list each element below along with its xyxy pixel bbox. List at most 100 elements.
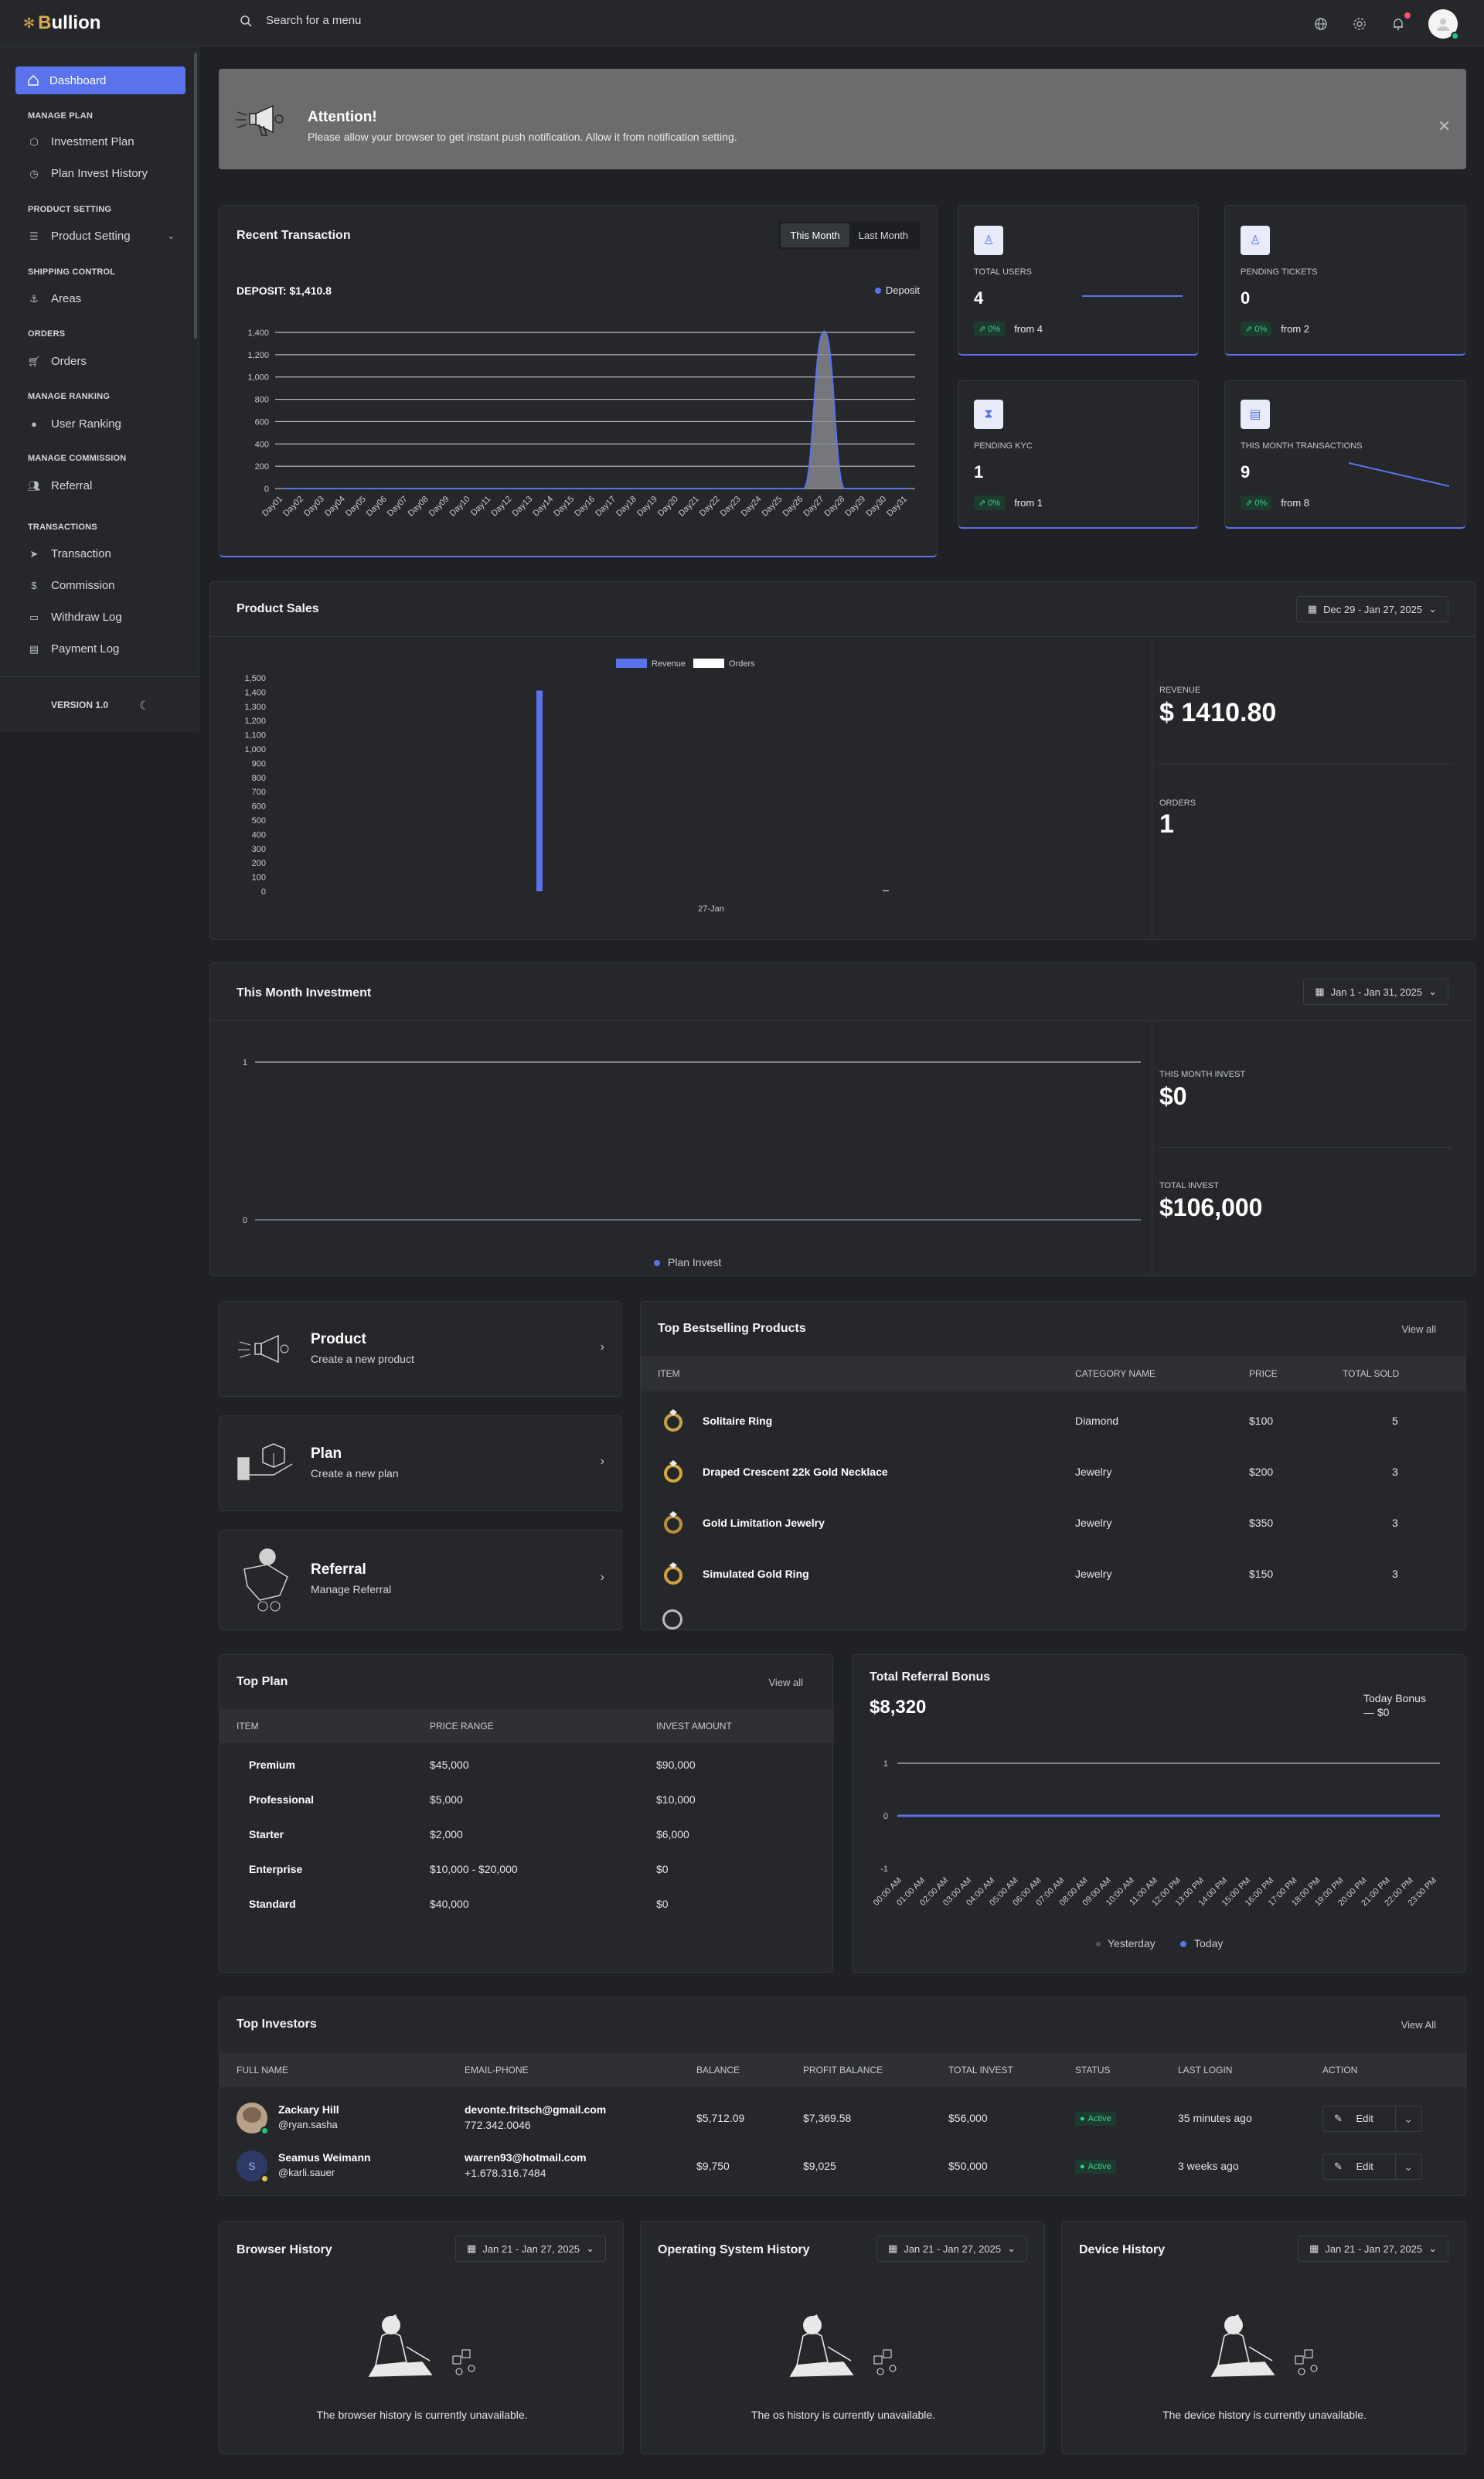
edit-button[interactable]: ✎ Edit ⌄ <box>1322 2154 1422 2180</box>
investment-card: This Month Investment ▦ Jan 1 - Jan 31, 2… <box>209 962 1476 1277</box>
network-icon <box>243 1548 288 1612</box>
history-date-picker[interactable]: ▦ Jan 21 - Jan 27, 2025 ⌄ <box>1298 2236 1448 2262</box>
status-badge: ● Active <box>1075 2112 1116 2126</box>
investor-phone: 772.342.0046 <box>465 2119 531 2131</box>
history-date-picker[interactable]: ▦ Jan 21 - Jan 27, 2025 ⌄ <box>455 2236 606 2262</box>
y-tick-label: 1,000 <box>247 373 269 383</box>
legend-label: Plan Invest <box>668 1256 721 1268</box>
sidebar-item-referral[interactable]: 👥︎ Referral <box>27 479 93 492</box>
chevron-down-icon[interactable]: ⌄ <box>1394 2154 1421 2179</box>
view-all-link[interactable]: View all <box>768 1677 803 1688</box>
chevron-down-icon[interactable]: ⌄ <box>1394 2106 1421 2131</box>
referral-bonus-card: Total Referral Bonus $8,320 Today Bonus … <box>852 1654 1466 1973</box>
quick-link-referral[interactable]: Referral Manage Referral › <box>219 1530 622 1630</box>
gear-icon[interactable] <box>1351 15 1368 32</box>
y-tick-label: 100 <box>252 873 266 883</box>
section-manage-ranking: MANAGE RANKING <box>28 392 111 401</box>
section-transactions: TRANSACTIONS <box>28 523 97 532</box>
sidebar-item-areas[interactable]: ⚓ Areas <box>28 292 175 305</box>
bar-revenue <box>536 690 543 891</box>
table-header <box>220 1709 834 1743</box>
y-tick-label: 0 <box>261 887 266 897</box>
empty-state-illustration <box>368 2314 475 2377</box>
referral-total: $8,320 <box>870 1697 927 1718</box>
sidebar-item-product-setting[interactable]: ☰ Product Setting ⌄ <box>28 230 175 243</box>
investment-date-picker[interactable]: ▦ Jan 1 - Jan 31, 2025 ⌄ <box>1303 979 1448 1005</box>
home-icon <box>28 75 39 86</box>
chevron-down-icon: ⌄ <box>1428 986 1437 997</box>
history-title: Device History <box>1079 2243 1166 2256</box>
product-sales-date-picker[interactable]: ▦ Dec 29 - Jan 27, 2025 ⌄ <box>1295 596 1448 622</box>
sidebar-item-payment-log[interactable]: ▤ Payment Log <box>29 642 120 656</box>
x-tick-label: Day29 <box>843 495 867 519</box>
tab-this-month[interactable]: This Month <box>781 223 849 247</box>
close-icon[interactable]: ✕ <box>1438 118 1451 135</box>
x-tick-label: Day24 <box>740 495 764 519</box>
x-tick-label: Day30 <box>864 495 888 519</box>
quick-link-plan[interactable]: Plan Create a new plan › <box>219 1415 622 1511</box>
sidebar-item-plan-invest-history[interactable]: ◷ Plan Invest History <box>28 167 175 180</box>
megaphone-icon <box>236 104 284 136</box>
y-tick-label: 800 <box>252 774 266 783</box>
product-sold: 3 <box>1392 1517 1398 1529</box>
y-tick-label: 600 <box>255 417 269 427</box>
brand-initial: B <box>38 12 52 33</box>
y-tick-label: 1,000 <box>244 745 266 754</box>
y-tick-label: 1,300 <box>244 703 266 712</box>
x-tick-label: Day16 <box>573 495 597 519</box>
search-bar[interactable]: Search for a menu <box>240 14 361 27</box>
x-tick-label: Day06 <box>365 495 389 519</box>
x-tick-label: Day03 <box>302 495 326 519</box>
sidebar-item-dashboard[interactable]: Dashboard <box>15 66 186 94</box>
user-avatar[interactable] <box>1428 9 1459 40</box>
empty-state-message: The device history is currently unavaila… <box>1162 2409 1367 2421</box>
brand-logo[interactable]: ✻ Bullion <box>23 12 100 34</box>
investor-profit: $9,025 <box>803 2160 836 2172</box>
stat-value: 9 <box>1241 462 1251 482</box>
bell-icon[interactable] <box>1390 12 1411 32</box>
sidebar <box>0 46 199 732</box>
investor-invest: $56,000 <box>948 2112 988 2124</box>
sidebar-item-commission[interactable]: $ Commission <box>28 579 175 592</box>
sidebar-item-orders[interactable]: 🛒︎ Orders <box>27 355 87 368</box>
x-tick-label: Day10 <box>448 495 472 519</box>
deposit-total: DEPOSIT: $1,410.8 <box>237 284 332 297</box>
globe-icon[interactable] <box>1312 15 1329 32</box>
sparkline <box>1349 462 1450 487</box>
empty-state-illustration <box>1210 2314 1318 2377</box>
view-all-link[interactable]: View All <box>1401 2019 1436 2031</box>
search-input[interactable]: Search for a menu <box>266 14 362 27</box>
stat-card-total-users: ♙ TOTAL USERS 4 ⇗ 0% from 4 <box>958 205 1199 356</box>
sidebar-item-user-ranking[interactable]: ● User Ranking <box>28 417 175 431</box>
calendar-icon: ▦ <box>467 2242 477 2254</box>
investor-last-login: 35 minutes ago <box>1178 2112 1252 2124</box>
chevron-down-icon: ⌄ <box>1428 603 1437 615</box>
total-invest-label: TOTAL INVEST <box>1159 1181 1219 1190</box>
sidebar-item-withdraw-log[interactable]: ▭ Withdraw Log <box>29 611 122 624</box>
section-manage-plan: MANAGE PLAN <box>28 111 94 121</box>
empty-state-message: The os history is currently unavailable. <box>751 2409 936 2421</box>
quick-link-product[interactable]: Product Create a new product › <box>219 1301 622 1397</box>
legend-label-revenue: Revenue <box>652 659 686 669</box>
x-tick-label: Day20 <box>656 495 680 519</box>
product-thumbnail <box>662 1609 682 1629</box>
x-tick-label: Day31 <box>885 495 909 519</box>
product-name: Solitaire Ring <box>703 1415 773 1427</box>
history-card: Operating System History ▦ Jan 21 - Jan 2… <box>640 2221 1045 2454</box>
tab-last-month[interactable]: Last Month <box>858 230 908 241</box>
calendar-icon: ▦ <box>888 2242 898 2254</box>
sidebar-item-transaction[interactable]: ➤ Transaction <box>28 547 175 560</box>
moon-icon[interactable]: ☾ <box>139 700 151 713</box>
view-all-link[interactable]: View all <box>1401 1323 1436 1335</box>
push-notification-banner: Attention! Please allow your browser to … <box>219 69 1466 169</box>
sidebar-footer <box>0 676 199 732</box>
month-toggle: This Month Last Month <box>778 221 920 250</box>
history-date-picker[interactable]: ▦ Jan 21 - Jan 27, 2025 ⌄ <box>876 2236 1027 2262</box>
col-last-login: LAST LOGIN <box>1178 2065 1233 2075</box>
sidebar-item-investment-plan[interactable]: ⬡ Investment Plan <box>28 135 175 148</box>
plan-price-range: $40,000 <box>430 1898 469 1910</box>
sparkline <box>1082 295 1183 297</box>
sidebar-scrollbar[interactable] <box>194 53 197 339</box>
edit-button[interactable]: ✎ Edit ⌄ <box>1322 2106 1422 2132</box>
legend-dot <box>654 1260 660 1266</box>
